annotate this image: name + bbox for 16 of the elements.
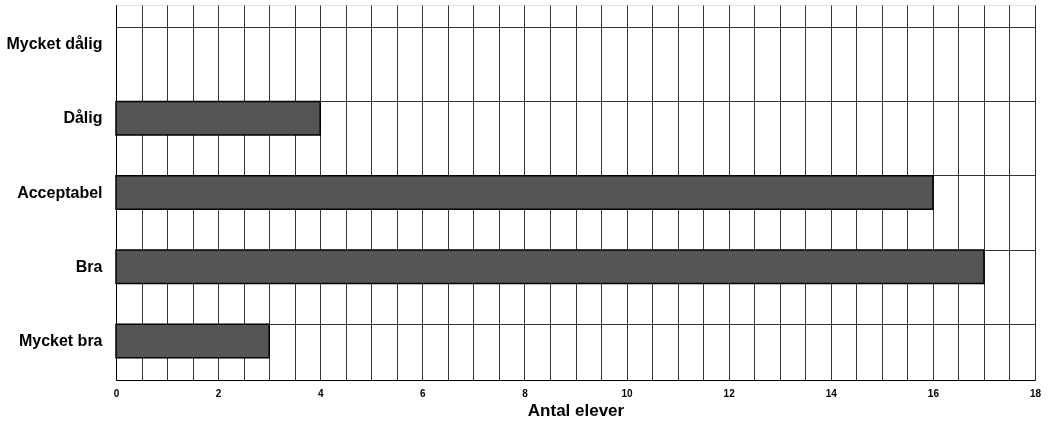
x-tick-label: 6: [420, 387, 427, 399]
x-tick-label: 14: [825, 387, 838, 399]
y-tick-label: Bra: [75, 257, 103, 275]
y-tick-label: Mycket bra: [18, 332, 103, 350]
y-tick-label: Acceptabel: [17, 183, 103, 201]
x-tick-label: 2: [215, 387, 222, 399]
x-tick-label: 18: [1029, 387, 1042, 399]
x-tick-label: 16: [927, 387, 940, 399]
x-tick-label: 12: [723, 387, 736, 399]
x-axis-title: Antal elever: [527, 400, 625, 420]
x-tick-label: 4: [317, 387, 324, 399]
x-tick-label: 8: [522, 387, 529, 399]
x-tick-label: 10: [621, 387, 634, 399]
x-tick-label: 0: [113, 387, 120, 399]
y-tick-label: Dålig: [63, 109, 103, 127]
y-tick-label: Mycket dålig: [6, 34, 103, 52]
